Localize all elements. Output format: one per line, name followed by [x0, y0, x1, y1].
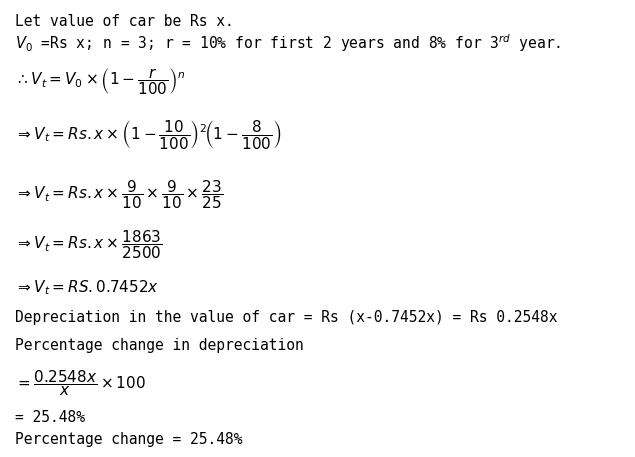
- Text: $\therefore V_t = V_0 \times \left(1 - \dfrac{r}{100}\right)^n$: $\therefore V_t = V_0 \times \left(1 - \…: [15, 66, 185, 97]
- Text: Percentage change = 25.48%: Percentage change = 25.48%: [15, 432, 243, 447]
- Text: $\Rightarrow V_t = Rs.x \times \dfrac{1863}{2500}$: $\Rightarrow V_t = Rs.x \times \dfrac{18…: [15, 228, 163, 261]
- Text: Depreciation in the value of car = Rs (x-0.7452x) = Rs 0.2548x: Depreciation in the value of car = Rs (x…: [15, 310, 558, 325]
- Text: = 25.48%: = 25.48%: [15, 410, 85, 425]
- Text: Percentage change in depreciation: Percentage change in depreciation: [15, 338, 304, 353]
- Text: Let value of car be Rs x.: Let value of car be Rs x.: [15, 14, 234, 29]
- Text: $\Rightarrow V_t = Rs.x \times \left(1 - \dfrac{10}{100}\right)^2\!\left(1 - \df: $\Rightarrow V_t = Rs.x \times \left(1 -…: [15, 118, 281, 151]
- Text: $\Rightarrow V_t = Rs.x \times \dfrac{9}{10} \times \dfrac{9}{10} \times \dfrac{: $\Rightarrow V_t = Rs.x \times \dfrac{9}…: [15, 178, 223, 211]
- Text: $\Rightarrow V_t = RS.0.7452x$: $\Rightarrow V_t = RS.0.7452x$: [15, 278, 159, 297]
- Text: $V_0$ =Rs x; n = 3; r = 10% for first 2 years and 8% for 3$^{rd}$ year.: $V_0$ =Rs x; n = 3; r = 10% for first 2 …: [15, 32, 561, 54]
- Text: $= \dfrac{0.2548x}{x} \times 100$: $= \dfrac{0.2548x}{x} \times 100$: [15, 368, 146, 398]
